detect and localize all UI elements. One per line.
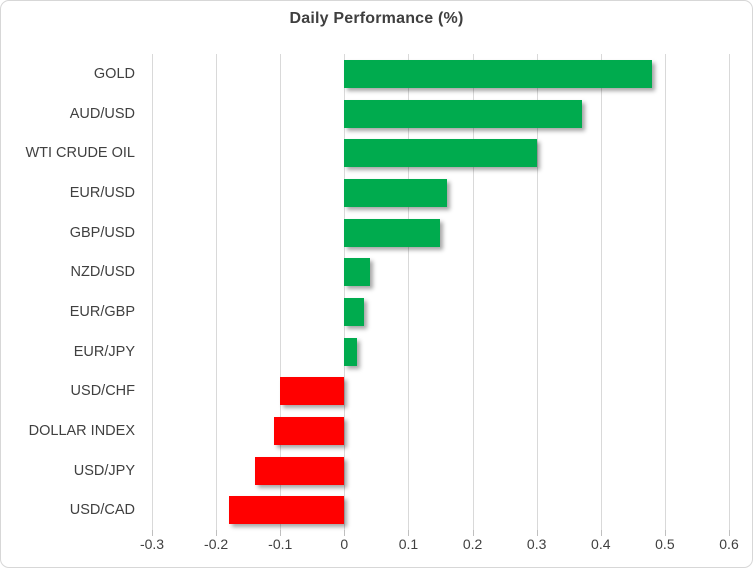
x-tick-label: 0.4 — [591, 536, 611, 552]
axis-tick — [344, 530, 346, 536]
gridline — [280, 54, 282, 530]
gridline — [152, 54, 153, 530]
x-tick-label: 0.3 — [526, 536, 547, 552]
bar-usd-jpy — [254, 456, 345, 485]
bar-usd-cad — [228, 496, 345, 525]
category-label: USD/CAD — [69, 502, 135, 519]
bar-dollar-index — [273, 416, 345, 445]
category-label: DOLLAR INDEX — [28, 422, 135, 439]
gridline — [664, 54, 666, 530]
axis-tick — [152, 530, 153, 536]
category-label: GOLD — [93, 65, 135, 82]
x-tick-label: 0.2 — [462, 536, 483, 552]
gridline — [472, 54, 474, 530]
bar-eur-jpy — [344, 337, 358, 366]
gridline — [536, 54, 538, 530]
axis-tick — [280, 530, 282, 536]
category-label: NZD/USD — [70, 264, 135, 281]
gridline — [600, 54, 602, 530]
bar-aud-usd — [344, 99, 582, 128]
zero-gridline — [344, 54, 346, 530]
axis-tick — [408, 530, 410, 536]
bar-eur-usd — [344, 178, 447, 207]
x-tick-label: -0.2 — [204, 536, 229, 552]
x-tick-label: 0.1 — [398, 536, 419, 552]
x-tick-label: -0.3 — [139, 536, 165, 552]
category-label: AUD/USD — [69, 105, 135, 122]
x-tick-label: 0 — [340, 536, 349, 552]
gridline — [729, 54, 730, 530]
axis-tick — [600, 530, 602, 536]
bar-nzd-usd — [344, 258, 370, 287]
value-axis: -0.3 -0.2 -0.1 0 0.1 0.2 0.3 0.4 0.5 0.6 — [140, 536, 739, 556]
axis-tick — [664, 530, 666, 536]
bar-wti-crude-oil — [344, 139, 537, 168]
category-label: USD/CHF — [70, 383, 135, 400]
category-axis: GOLD AUD/USD WTI CRUDE OIL EUR/USD GBP/USD NZ… — [1, 54, 139, 530]
x-tick-label: 0.5 — [655, 536, 675, 552]
bar-gold — [344, 59, 653, 88]
category-label: EUR/USD — [69, 184, 135, 201]
plot-area — [152, 54, 730, 536]
category-label: EUR/GBP — [69, 303, 135, 320]
bar-usd-chf — [280, 377, 345, 406]
category-label: EUR/JPY — [73, 343, 135, 360]
category-label: GBP/USD — [69, 224, 135, 241]
axis-tick — [729, 530, 730, 536]
axis-tick — [472, 530, 474, 536]
x-tick-label: 0.6 — [719, 536, 739, 552]
axis-tick — [216, 530, 218, 536]
x-tick-label: -0.1 — [268, 536, 293, 552]
category-label: WTI CRUDE OIL — [25, 145, 135, 162]
bar-gbp-usd — [344, 218, 441, 247]
category-label: USD/JPY — [73, 462, 135, 479]
gridline — [408, 54, 410, 530]
bar-eur-gbp — [344, 297, 364, 326]
gridline — [216, 54, 218, 530]
axis-tick — [536, 530, 538, 536]
chart-title: Daily Performance (%) — [289, 10, 464, 27]
